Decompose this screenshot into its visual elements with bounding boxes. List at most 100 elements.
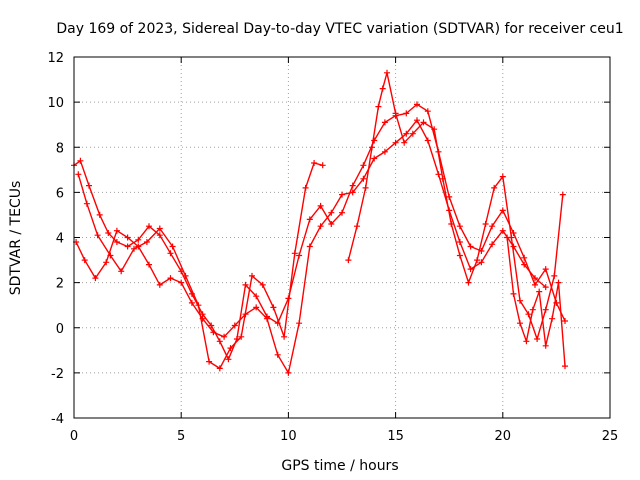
data-point-marker <box>362 184 369 191</box>
data-point-marker <box>225 356 232 363</box>
data-point-marker <box>414 117 420 124</box>
data-point-marker <box>532 275 538 282</box>
y-tick-label: -4 <box>51 412 64 427</box>
data-point-marker <box>143 239 150 245</box>
data-point-marker <box>559 191 566 198</box>
data-point-marker <box>339 209 345 216</box>
x-tick-label: 5 <box>177 429 185 444</box>
data-point-marker <box>124 243 131 250</box>
series-4 <box>345 69 566 342</box>
data-point-marker <box>302 184 309 191</box>
data-point-marker <box>381 119 388 126</box>
data-point-marker <box>403 110 410 117</box>
data-point-marker <box>238 333 245 340</box>
data-point-marker <box>499 173 506 180</box>
data-point-marker <box>360 175 367 182</box>
data-point-marker <box>525 311 532 318</box>
series-1 <box>71 101 568 363</box>
data-point-marker <box>135 236 142 243</box>
data-point-marker <box>371 137 378 144</box>
data-point-marker <box>409 130 416 137</box>
y-axis-label: SDTVAR / TECUs <box>8 181 24 296</box>
y-tick-label: 12 <box>47 51 64 66</box>
chart-title: Day 169 of 2023, Sidereal Day-to-day VTE… <box>56 21 623 37</box>
data-point-marker <box>420 119 427 126</box>
data-point-marker <box>465 279 472 286</box>
data-point-marker <box>403 130 410 137</box>
data-point-marker <box>532 281 538 288</box>
data-point-marker <box>424 108 431 115</box>
data-point-marker <box>489 223 496 230</box>
data-point-marker <box>118 268 125 275</box>
data-point-marker <box>555 279 562 286</box>
data-point-marker <box>339 191 345 198</box>
x-tick-label: 15 <box>387 429 404 444</box>
data-point-marker <box>349 189 356 196</box>
data-point-marker <box>536 288 543 295</box>
data-point-marker <box>146 261 152 268</box>
data-point-marker <box>124 234 131 241</box>
data-point-marker <box>210 329 217 336</box>
series-line <box>506 237 566 367</box>
x-axis-label: GPS time / hours <box>281 458 398 474</box>
data-point-marker <box>562 363 568 370</box>
data-point-marker <box>311 160 318 166</box>
data-point-marker <box>113 227 120 234</box>
data-point-marker <box>349 182 356 189</box>
data-point-marker <box>221 333 228 340</box>
data-point-marker <box>523 338 530 345</box>
data-series <box>71 69 568 376</box>
data-point-marker <box>354 223 360 230</box>
data-point-marker <box>491 184 498 191</box>
data-point-marker <box>474 257 481 264</box>
data-point-marker <box>317 223 324 230</box>
data-point-marker <box>551 272 558 279</box>
series-line <box>77 162 323 370</box>
data-point-marker <box>208 322 215 329</box>
data-point-marker <box>371 155 378 162</box>
data-point-marker <box>103 259 110 266</box>
data-point-marker <box>113 239 120 245</box>
data-point-marker <box>542 266 549 273</box>
data-point-marker <box>446 193 453 200</box>
data-point-marker <box>156 281 163 288</box>
y-tick-label: 10 <box>47 96 64 111</box>
data-point-marker <box>542 306 549 313</box>
data-point-marker <box>482 221 489 227</box>
data-point-marker <box>542 342 549 349</box>
data-point-marker <box>249 272 255 279</box>
data-point-marker <box>231 322 238 329</box>
series-2 <box>73 117 549 376</box>
data-point-marker <box>77 157 84 164</box>
data-point-marker <box>195 302 202 309</box>
data-point-marker <box>264 315 270 322</box>
data-point-marker <box>83 200 90 207</box>
data-point-marker <box>369 144 375 151</box>
data-point-marker <box>345 257 352 264</box>
data-point-marker <box>456 239 463 245</box>
data-point-marker <box>448 221 455 227</box>
grid <box>74 57 610 418</box>
y-tick-label: 4 <box>56 232 64 247</box>
data-point-marker <box>227 345 234 352</box>
data-point-marker <box>456 252 463 259</box>
data-point-marker <box>375 103 382 110</box>
data-point-marker <box>94 232 101 239</box>
data-point-marker <box>424 137 431 144</box>
data-point-marker <box>534 336 541 342</box>
data-point-marker <box>317 202 324 209</box>
data-point-marker <box>281 333 288 340</box>
data-point-marker <box>562 318 568 324</box>
data-point-marker <box>467 243 474 250</box>
data-point-marker <box>167 250 174 257</box>
data-point-marker <box>167 275 174 282</box>
data-point-marker <box>107 252 114 259</box>
data-point-marker <box>81 257 88 264</box>
data-point-marker <box>259 281 266 288</box>
data-point-marker <box>285 369 292 376</box>
data-point-marker <box>360 162 367 169</box>
series-line <box>73 103 566 360</box>
data-point-marker <box>489 241 496 248</box>
data-point-marker <box>381 148 388 155</box>
